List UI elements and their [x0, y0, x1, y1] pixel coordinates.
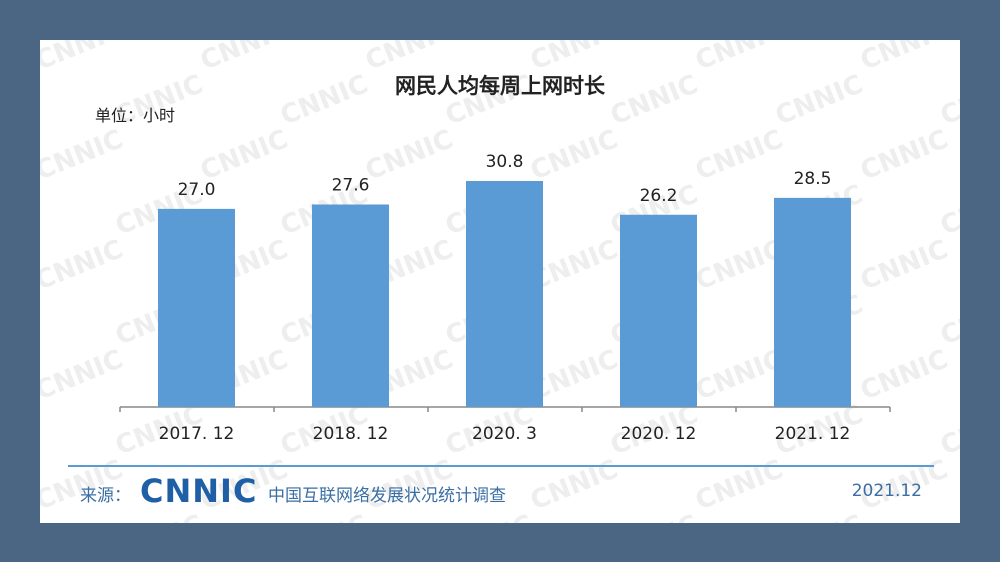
source-label: 来源： [80, 486, 131, 506]
watermark-text: CNNIC [936, 509, 960, 523]
source-name: 中国互联网络发展状况统计调查 [268, 486, 506, 506]
watermark-text: CNNIC [691, 454, 787, 516]
watermark-text: CNNIC [771, 509, 867, 523]
footer-date: 2021.12 [851, 481, 922, 501]
chart-title: 网民人均每周上网时长 [395, 74, 605, 98]
watermark-text: CNNIC [276, 509, 372, 523]
data-label: 28.5 [794, 169, 832, 189]
bar-chart: 27.0 2017. 12 27.6 2018. 12 30.8 2020. 3 26.2 2… [119, 152, 891, 444]
x-tick-label: 2020. 3 [472, 424, 537, 444]
watermark-text: CNNIC [606, 509, 702, 523]
bar [466, 181, 543, 407]
bar [774, 197, 851, 407]
bar [312, 204, 389, 407]
data-label: 27.0 [178, 180, 216, 200]
watermark-text: CNNIC [526, 454, 622, 516]
data-label: 26.2 [640, 186, 678, 206]
unit-label: 单位：小时 [95, 106, 176, 125]
bar [158, 208, 235, 407]
data-label: 27.6 [332, 175, 370, 195]
bar [620, 214, 697, 407]
chart-card: CNNIC CNNIC CNNIC CNNIC CNNIC CNNIC CNNIC CNNIC… [40, 40, 960, 523]
x-tick-label: 2018. 12 [313, 424, 389, 444]
footer-divider [68, 465, 934, 467]
x-tick-label: 2020. 12 [621, 424, 697, 444]
data-label: 30.8 [486, 152, 524, 172]
cnnic-logo: CNNIC [140, 472, 258, 510]
watermark-text: CNNIC [111, 509, 207, 523]
x-tick-label: 2017. 12 [159, 424, 235, 444]
watermark-text: CNNIC [441, 509, 537, 523]
watermark-text: CNNIC [40, 509, 42, 523]
x-tick-label: 2021. 12 [775, 424, 851, 444]
